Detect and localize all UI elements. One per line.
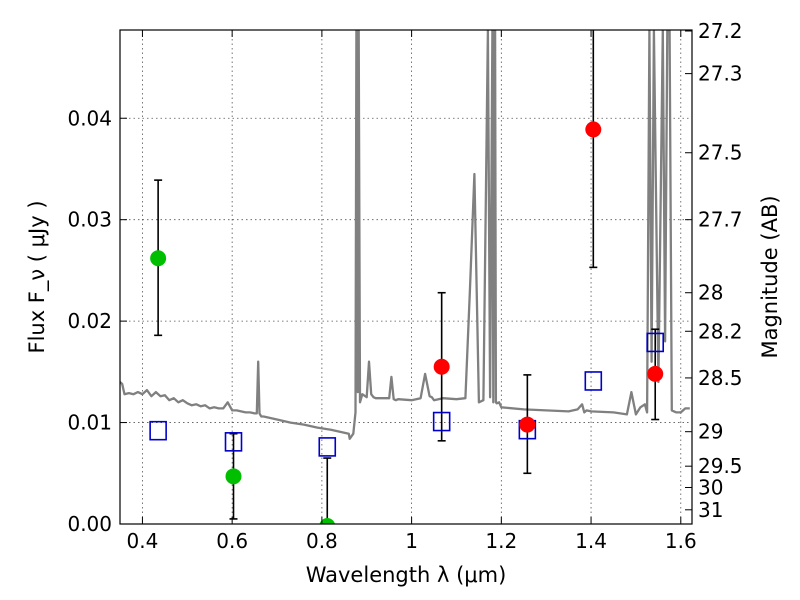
right-tick-label: 28: [698, 281, 723, 305]
y-tick-label: 0.02: [67, 309, 112, 333]
right-tick-label: 29.5: [698, 454, 743, 478]
template-spectrum-line: [120, 30, 690, 440]
right-tick-label: 27.7: [698, 208, 743, 232]
y-tick-label: 0.00: [67, 512, 112, 536]
right-axis-title: Magnitude (AB): [758, 195, 782, 358]
model-point: [224, 432, 243, 452]
right-tick-label: 27.3: [698, 62, 743, 86]
grid: [120, 30, 692, 525]
right-tick-label: 30: [698, 475, 723, 499]
right-tick-label: 29: [698, 420, 723, 444]
right-tick-label: 27.5: [698, 141, 743, 165]
observed-points: [150, 121, 664, 524]
template-spectrum: [120, 30, 690, 440]
model-point: [149, 420, 167, 441]
observed-point-green: [150, 250, 167, 267]
model-point: [646, 332, 665, 353]
right-tick-label: 31: [698, 498, 723, 522]
axis-ticks: 0.4 0.6 0.8 1 1.2 1.4 1.6 0.00 0.01 0.02 0.03 0.04 2…: [67, 19, 742, 553]
x-tick-label: 0.4: [127, 529, 159, 553]
observed-point-green: [225, 468, 242, 485]
error-bars: [154, 30, 660, 524]
observed-point-red: [433, 358, 450, 375]
x-tick-label: 1.2: [485, 529, 517, 553]
x-tick-label: 1.4: [575, 529, 607, 553]
model-points: [149, 332, 665, 457]
y-tick-label: 0.04: [67, 106, 112, 130]
model-point: [584, 371, 603, 391]
right-tick-label: 28.5: [698, 366, 743, 390]
y-tick-label: 0.01: [67, 411, 112, 435]
x-axis-title: Wavelength λ (μm): [306, 563, 507, 587]
right-tick-label: 27.2: [698, 19, 743, 43]
model-point: [432, 411, 451, 432]
y-tick-label: 0.03: [67, 208, 112, 232]
x-tick-label: 1.6: [665, 529, 697, 553]
error-bar: [323, 457, 332, 524]
x-tick-label: 0.6: [216, 529, 248, 553]
observed-point-red: [647, 365, 664, 382]
observed-point-green: [319, 518, 336, 524]
observed-point-red: [519, 416, 536, 433]
plot-frame: [119, 29, 693, 525]
model-point: [318, 437, 337, 457]
observed-point-red: [585, 121, 602, 138]
x-tick-label: 1: [405, 529, 418, 553]
x-tick-label: 0.8: [306, 529, 338, 553]
y-axis-title: Flux F_ν ( μJy ): [25, 200, 50, 353]
right-tick-label: 28.2: [698, 319, 743, 343]
